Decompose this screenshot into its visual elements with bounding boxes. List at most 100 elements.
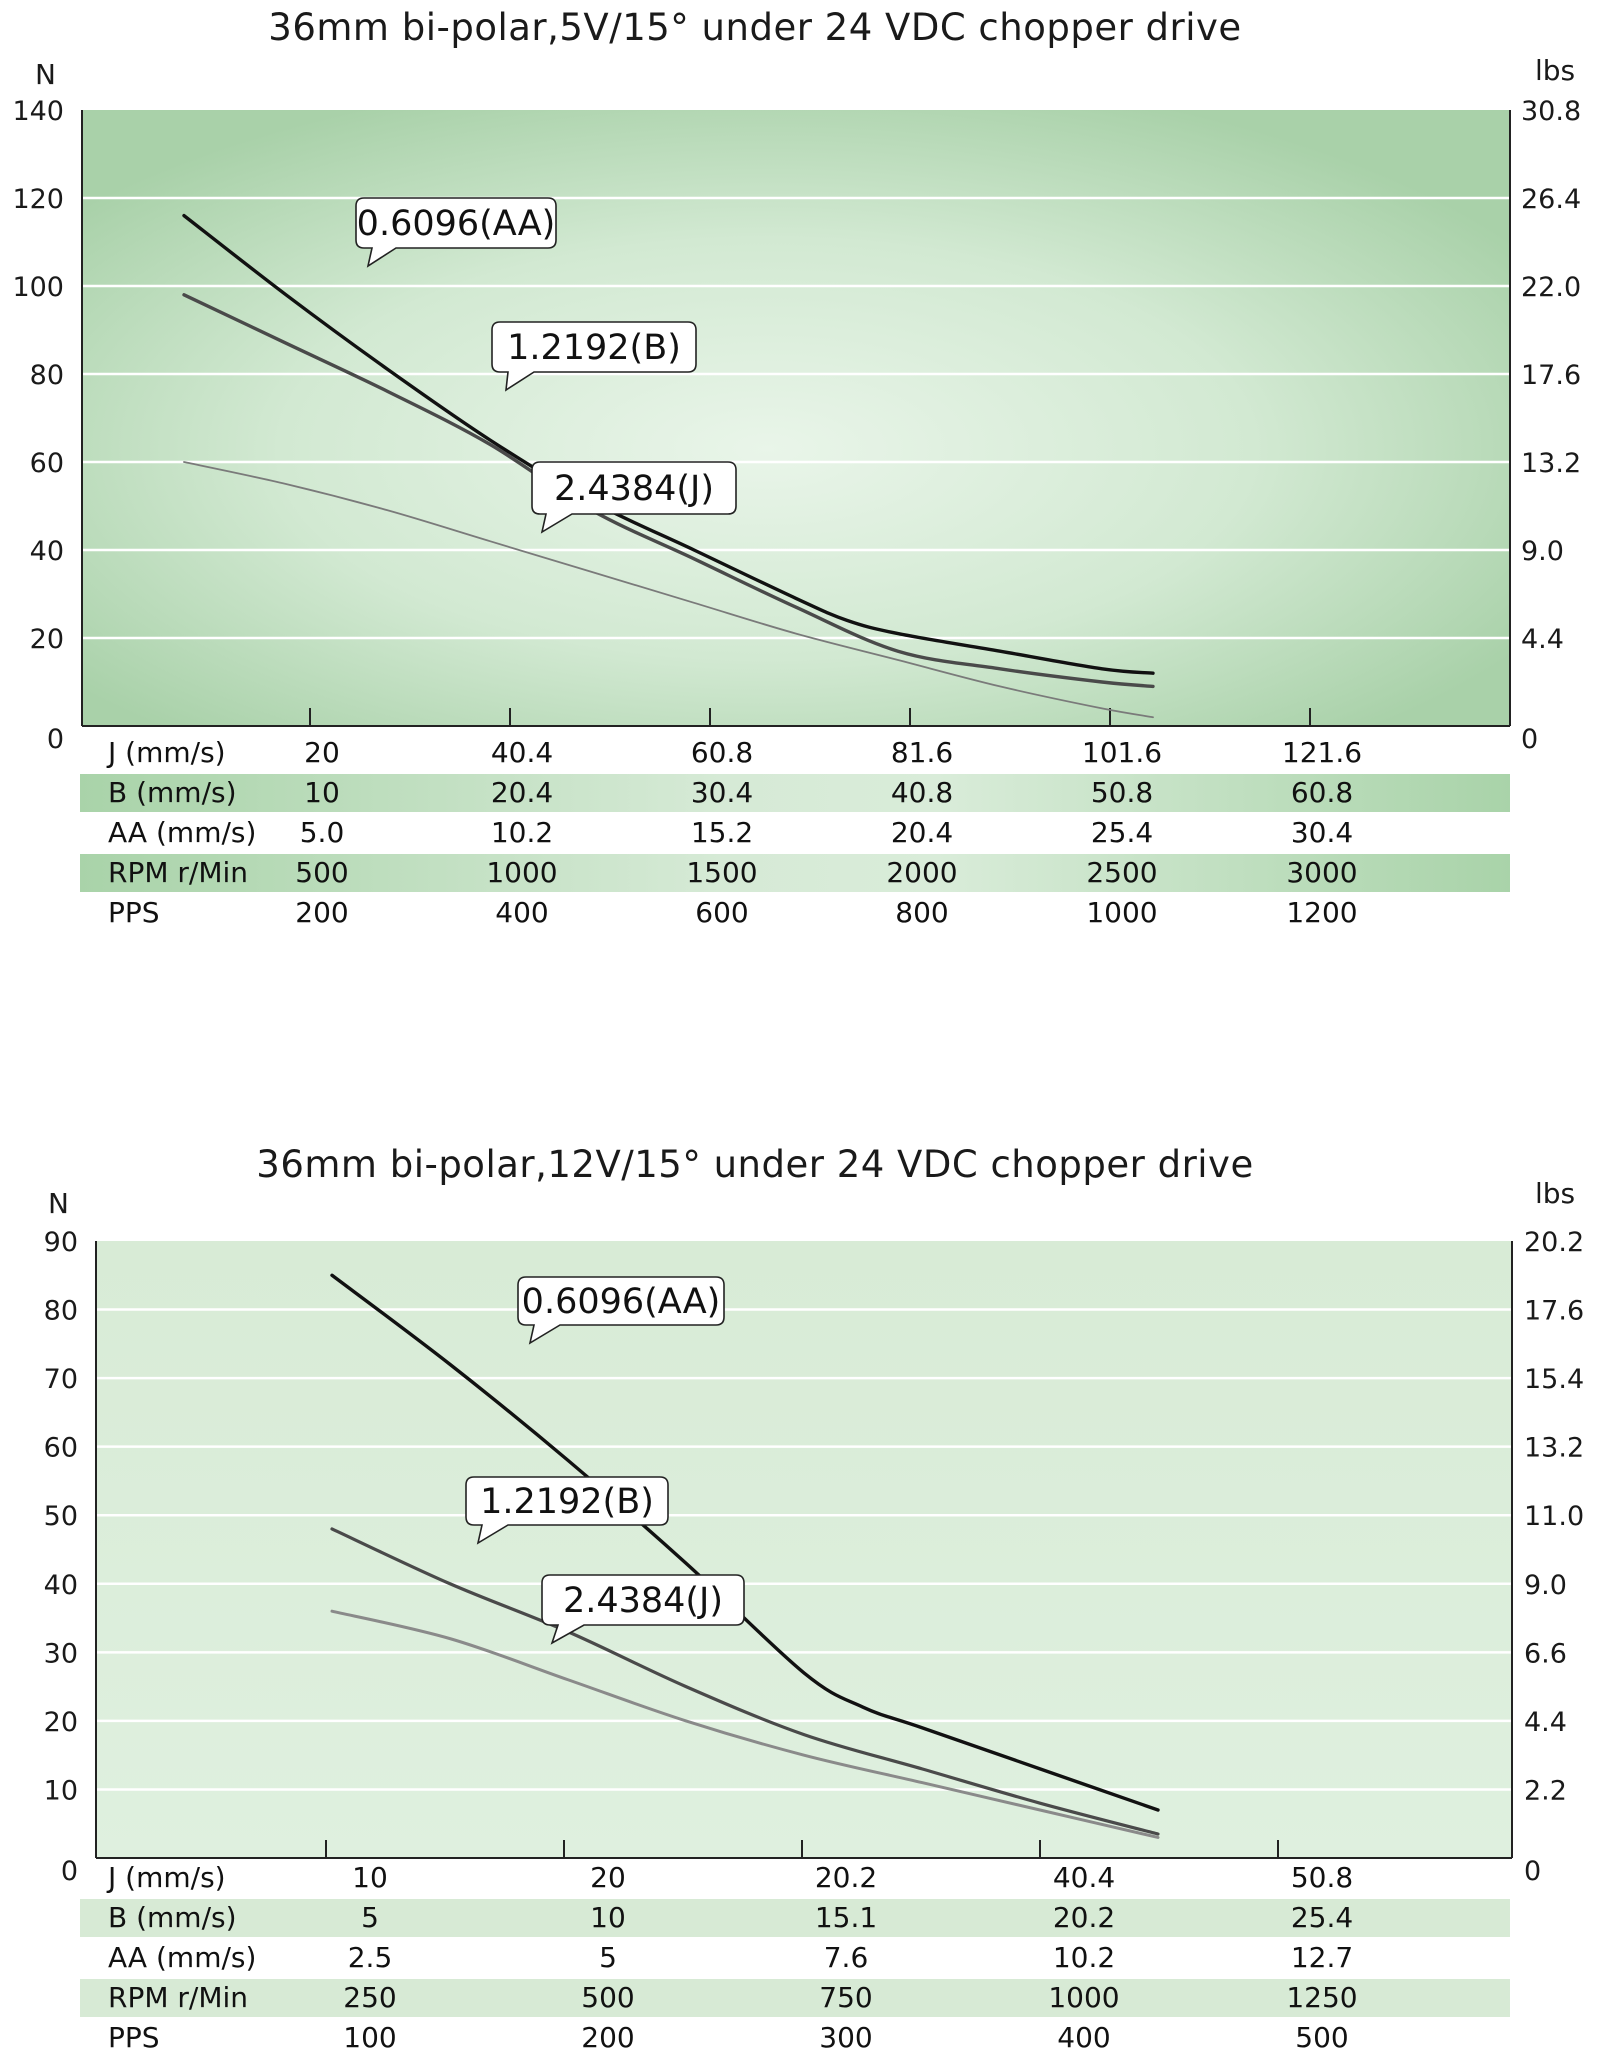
- table-cell: 30.4: [690, 776, 754, 809]
- table-cell: 50.8: [1090, 776, 1154, 809]
- table-row: RPM r/Min 500 1000 1500 2000 2500 3000: [80, 854, 1510, 892]
- table-cell: 10.2: [490, 816, 554, 849]
- table-cell: 250: [343, 1981, 397, 2014]
- y2-tick-label: 26.4: [1521, 184, 1581, 215]
- y-tick-label: 60: [44, 1433, 78, 1464]
- table-cell: 40.4: [1052, 1861, 1116, 1894]
- table-cell: 50.8: [1290, 1861, 1354, 1894]
- chart-5v: 36mm bi-polar,5V/15° under 24 VDC choppe…: [0, 0, 1600, 960]
- table-cell: 40.8: [890, 776, 954, 809]
- y-tick-label: 60: [30, 448, 64, 479]
- table-cell: 10: [590, 1901, 626, 1934]
- table-cell: 15.1: [814, 1901, 878, 1934]
- y2-tick-label: 30.8: [1521, 96, 1581, 127]
- row-label: RPM r/Min: [108, 1981, 249, 2014]
- table-cell: 20.4: [890, 816, 954, 849]
- series-line-2-4384-j: [330, 1609, 1160, 1839]
- table-cell: 20: [590, 1861, 626, 1894]
- series-callout: 1.2192(B): [465, 1476, 669, 1545]
- speed-table: J (mm/s) 20 40.4 60.8 81.6 101.6 121.6 B (mm/s)…: [80, 734, 1510, 934]
- y2-tick-label: 9.0: [1524, 1570, 1567, 1601]
- table-cell: 1000: [1048, 1981, 1120, 2014]
- y-tick-label: 140: [12, 96, 64, 127]
- table-cell: 1000: [1086, 896, 1158, 929]
- table-cell: 101.6: [1081, 736, 1163, 769]
- y-tick-label: 90: [44, 1227, 78, 1258]
- y2-tick-label: 2.2: [1524, 1775, 1567, 1806]
- table-cell: 12.7: [1290, 1941, 1354, 1974]
- table-cell: 500: [295, 856, 349, 889]
- row-label: J (mm/s): [108, 736, 226, 769]
- table-cell: 1000: [486, 856, 558, 889]
- series-callout: 0.6096(AA): [355, 197, 557, 268]
- table-cell: 20: [304, 736, 340, 769]
- table-cell: 500: [1295, 2021, 1349, 2054]
- row-label: AA (mm/s): [108, 816, 257, 849]
- table-row: AA (mm/s) 2.5 5 7.6 10.2 12.7: [80, 1939, 1510, 1977]
- table-cell: 2500: [1086, 856, 1158, 889]
- row-label: PPS: [108, 896, 160, 929]
- table-cell: 5: [361, 1901, 379, 1934]
- speed-table: J (mm/s) 10 20 20.2 40.4 50.8 B (mm/s) 5 10 15.1 2…: [80, 1859, 1510, 2059]
- table-row: PPS 100 200 300 400 500: [80, 2019, 1510, 2057]
- table-cell: 800: [895, 896, 949, 929]
- table-row: RPM r/Min 250 500 750 1000 1250: [80, 1979, 1510, 2017]
- y2-tick-label: 0: [1524, 1856, 1541, 1887]
- callout-label: 1.2192(B): [480, 1482, 654, 1522]
- y2-tick-label: 13.2: [1524, 1433, 1584, 1464]
- table-cell: 1500: [686, 856, 758, 889]
- table-cell: 10.2: [1052, 1941, 1116, 1974]
- table-cell: 15.2: [690, 816, 754, 849]
- table-cell: 5.0: [299, 816, 345, 849]
- chart-title: 36mm bi-polar,12V/15° under 24 VDC chopp…: [256, 1143, 1254, 1186]
- y-axis-unit-right: lbs: [1535, 1177, 1576, 1210]
- table-cell: 20.2: [814, 1861, 878, 1894]
- table-cell: 200: [295, 896, 349, 929]
- y-axis-unit-left: N: [48, 1187, 69, 1220]
- series-line-1-2192-b: [182, 293, 1155, 689]
- y-tick-label: 40: [44, 1570, 78, 1601]
- y-axis-unit-right: lbs: [1535, 54, 1576, 87]
- table-cell: 10: [352, 1861, 388, 1894]
- table-row: J (mm/s) 20 40.4 60.8 81.6 101.6 121.6: [80, 734, 1510, 772]
- series-callout: 2.4384(J): [541, 1574, 745, 1645]
- series-line-0-6096-aa: [330, 1273, 1160, 1812]
- y2-tick-label: 4.4: [1524, 1707, 1567, 1738]
- table-cell: 100: [343, 2021, 397, 2054]
- table-cell: 20.2: [1052, 1901, 1116, 1934]
- y-tick-label: 20: [30, 624, 64, 655]
- row-label: RPM r/Min: [108, 856, 249, 889]
- table-cell: 500: [581, 1981, 635, 2014]
- table-row: B (mm/s) 10 20.4 30.4 40.8 50.8 60.8: [80, 774, 1510, 812]
- y-tick-label: 20: [44, 1707, 78, 1738]
- table-cell: 10: [304, 776, 340, 809]
- table-cell: 7.6: [823, 1941, 869, 1974]
- row-label: B (mm/s): [108, 1901, 237, 1934]
- y2-tick-label: 20.2: [1524, 1227, 1584, 1258]
- callout-label: 2.4384(J): [563, 1581, 723, 1621]
- y-tick-label: 0: [47, 724, 64, 755]
- y2-tick-label: 6.6: [1524, 1638, 1567, 1669]
- series-callout: 2.4384(J): [531, 461, 737, 534]
- table-cell: 2.5: [347, 1941, 393, 1974]
- series-line-0-6096-aa: [182, 213, 1155, 675]
- table-cell: 81.6: [890, 736, 954, 769]
- plot-area: 0 0 10 2.2 20 4.4 30 6.6 40 9.0 50 11.0 60 13.2 70 15.4…: [44, 1227, 1584, 1887]
- y-tick-label: 120: [12, 184, 64, 215]
- table-cell: 300: [819, 2021, 873, 2054]
- y2-tick-label: 13.2: [1521, 448, 1581, 479]
- y-tick-label: 100: [12, 272, 64, 303]
- table-cell: 60.8: [690, 736, 754, 769]
- table-cell: 20.4: [490, 776, 554, 809]
- table-row: B (mm/s) 5 10 15.1 20.2 25.4: [80, 1899, 1510, 1937]
- plot-background: [96, 1241, 1512, 1858]
- plot-area: 0 0 20 4.4 40 9.0 60 13.2 80 17.6 100 22.0 120 26.4 14…: [12, 96, 1581, 755]
- table-cell: 121.6: [1281, 736, 1363, 769]
- table-cell: 600: [695, 896, 749, 929]
- y-tick-label: 40: [30, 536, 64, 567]
- callout-label: 0.6096(AA): [357, 204, 556, 244]
- callout-label: 2.4384(J): [554, 469, 714, 509]
- table-row: J (mm/s) 10 20 20.2 40.4 50.8: [80, 1859, 1510, 1897]
- y2-tick-label: 9.0: [1521, 536, 1564, 567]
- table-cell: 1200: [1286, 896, 1358, 929]
